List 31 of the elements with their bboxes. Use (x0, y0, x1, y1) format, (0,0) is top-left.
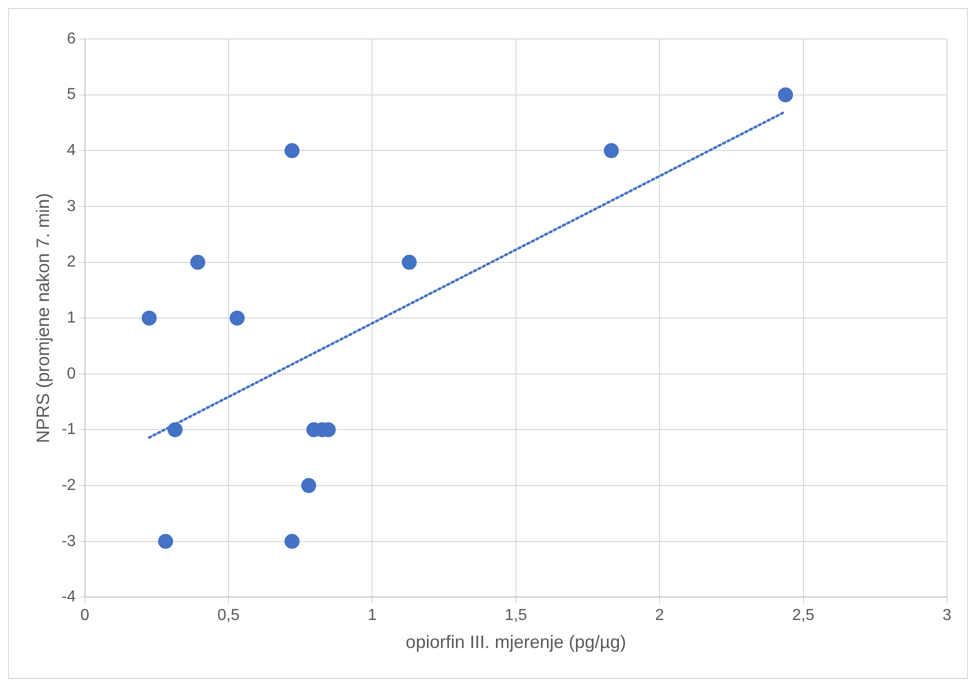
x-tick-label: 1 (368, 607, 377, 624)
point (301, 478, 316, 494)
y-tick-label: 2 (66, 254, 76, 271)
point (402, 254, 417, 270)
y-tick-label: 1 (66, 310, 76, 327)
point (158, 534, 174, 549)
x-axis-title: opiorfin III. mjerenje (pg/µg) (406, 632, 626, 652)
y-tick-label: 6 (66, 30, 76, 48)
y-tick-label: 5 (66, 86, 76, 104)
y-tick-label: 3 (66, 198, 76, 215)
point (284, 534, 300, 549)
y-tick-label: 4 (66, 142, 76, 160)
y-tick-label: 0 (66, 365, 76, 382)
x-tick-label: 2 (655, 607, 664, 624)
y-axis-title: NPRS (promjene nakon 7. min) (32, 193, 53, 444)
point (778, 87, 793, 102)
point (230, 310, 245, 326)
y-tick-label: -4 (62, 588, 76, 606)
point (168, 422, 183, 438)
y-tick-label: -3 (62, 532, 76, 550)
point (284, 143, 300, 158)
y-tick-label: -1 (62, 421, 76, 438)
x-tick-label: 2,5 (792, 607, 815, 624)
x-tick-label: 0 (80, 607, 90, 624)
point (142, 310, 157, 326)
x-tick-label: 3 (942, 607, 952, 624)
point (190, 254, 206, 270)
x-tick-label: 1,5 (504, 607, 528, 624)
point (604, 143, 619, 158)
y-tick-label: -2 (62, 476, 76, 494)
x-tick-label: 0,5 (217, 607, 240, 624)
